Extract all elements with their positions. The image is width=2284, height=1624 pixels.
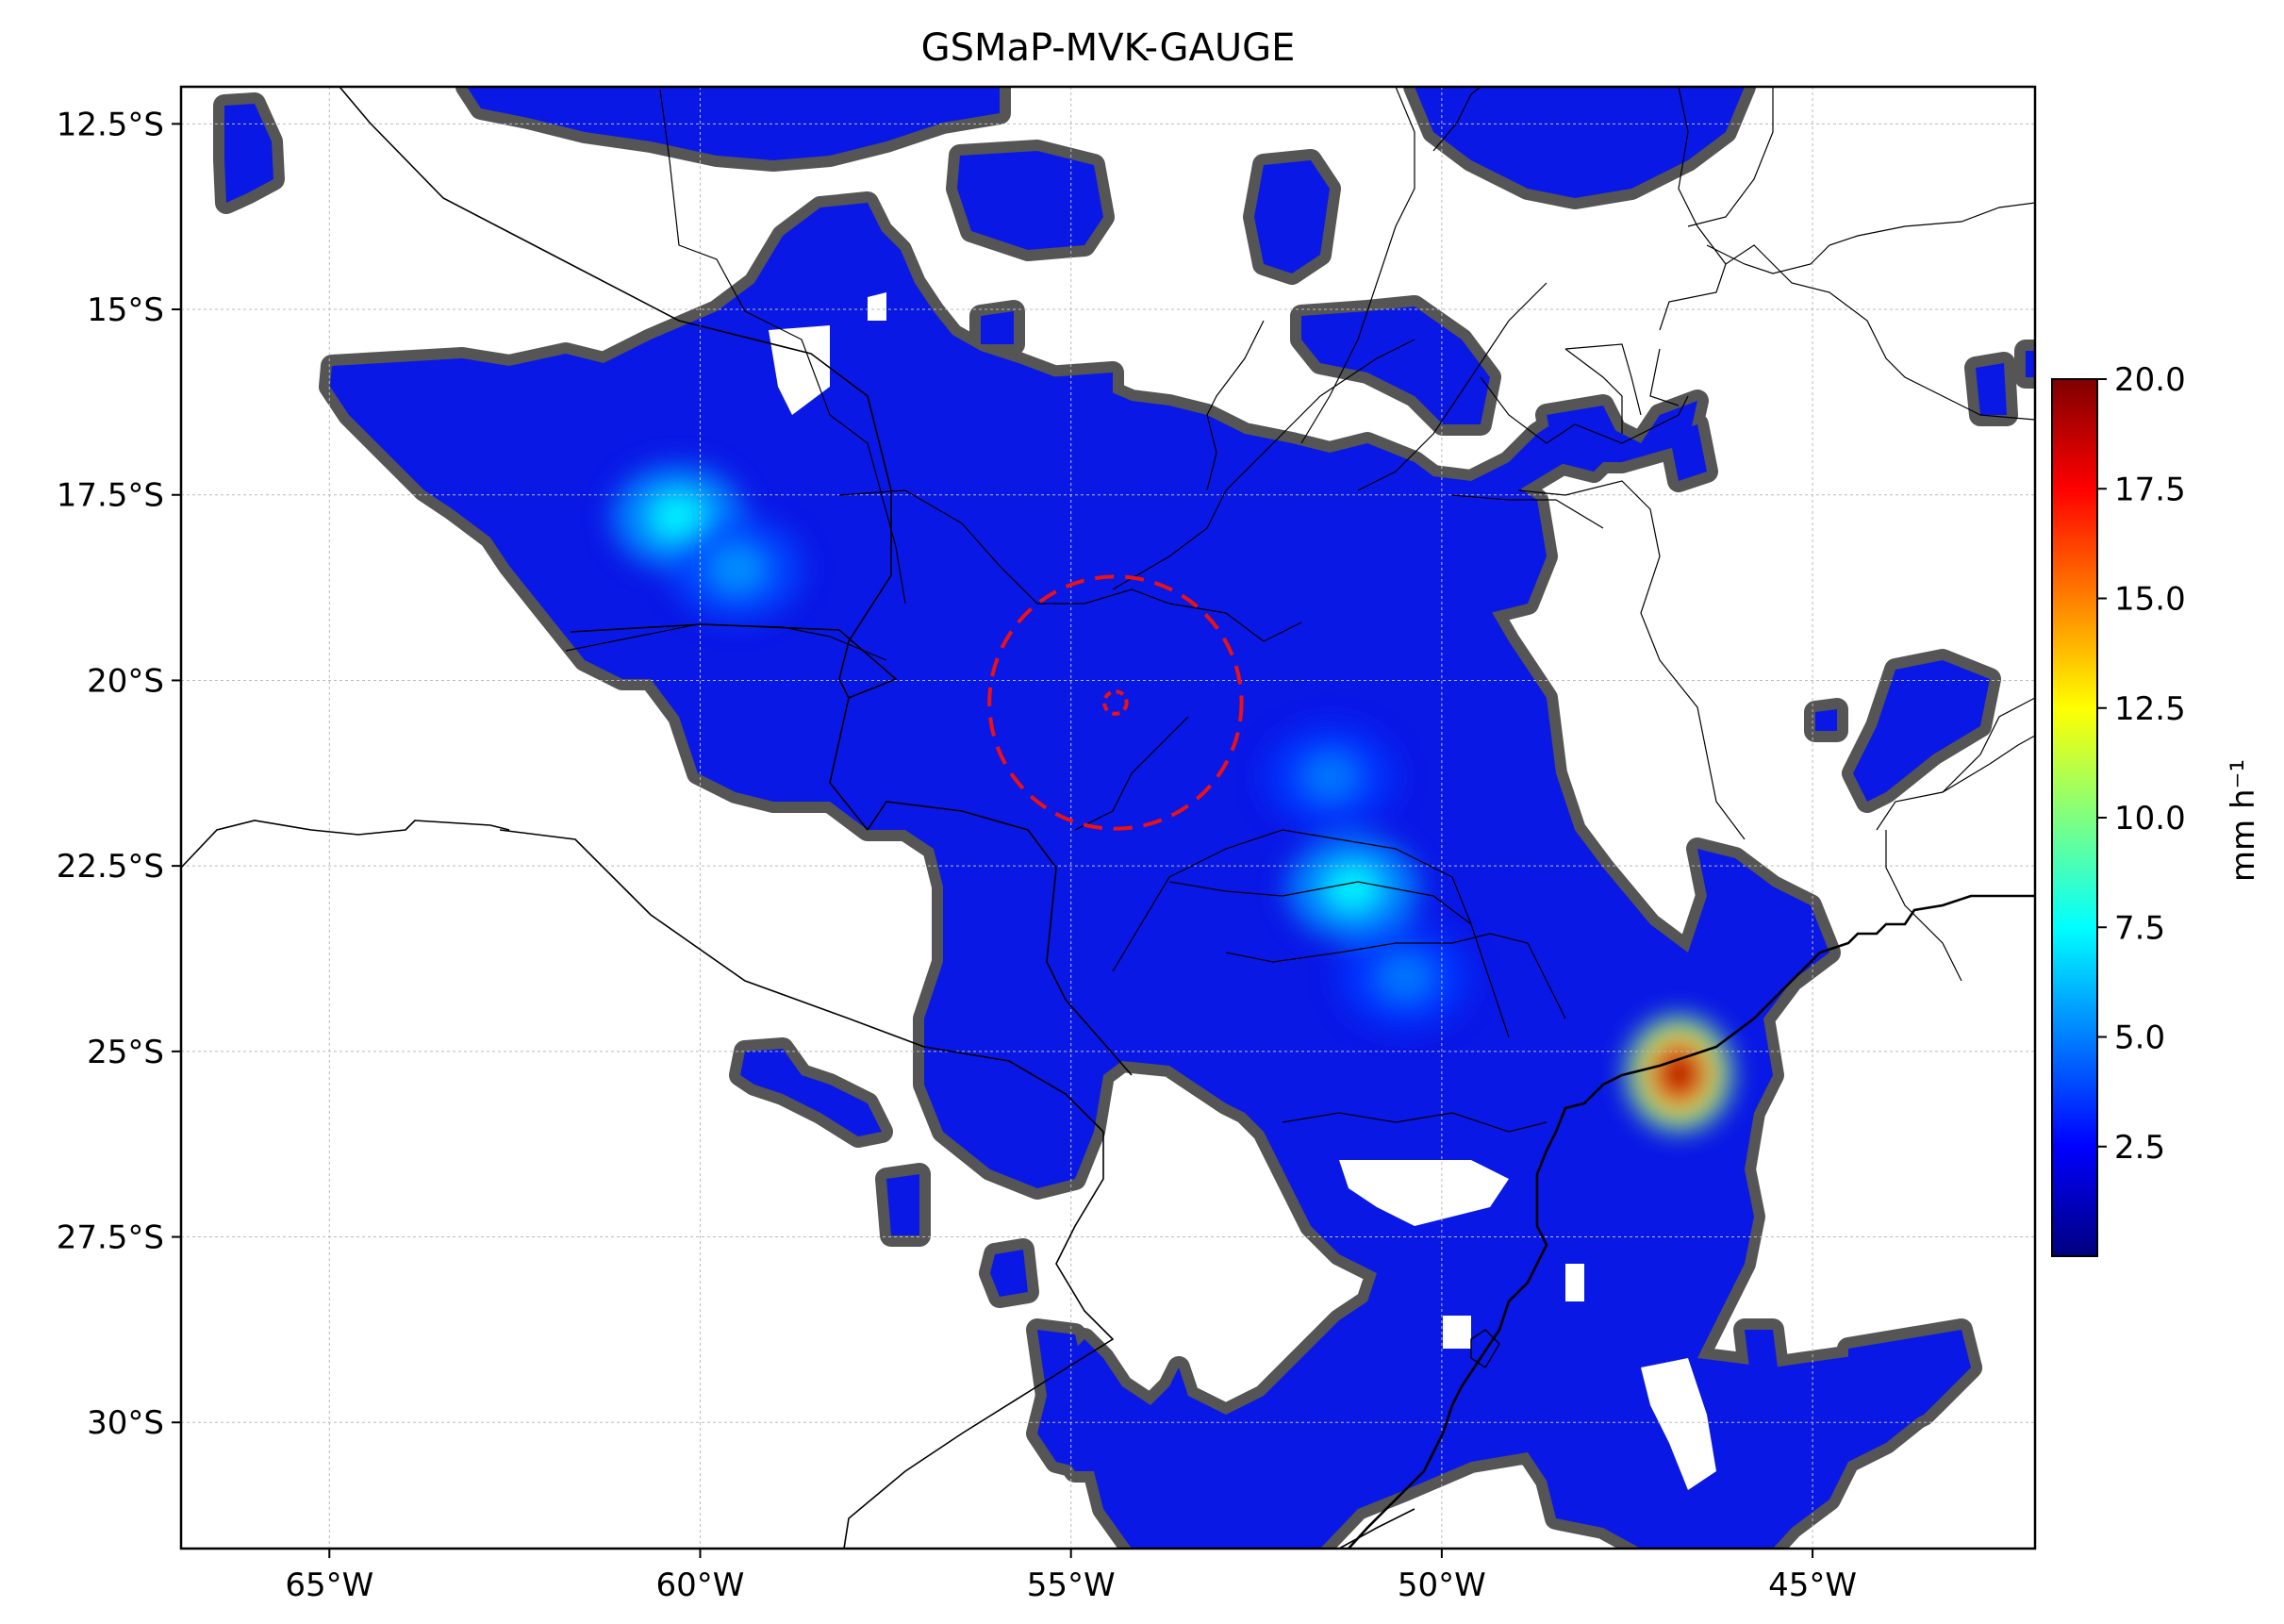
x-tick-label: 55°W bbox=[1027, 1566, 1116, 1604]
y-tick-label: 25°S bbox=[87, 1034, 164, 1071]
rain-hotspot-core-1 bbox=[708, 545, 766, 593]
x-tick-label: 50°W bbox=[1398, 1566, 1486, 1604]
gap-2 bbox=[1339, 1160, 1509, 1226]
border-argentina-brazil bbox=[843, 1132, 1115, 1549]
x-tick-label: 60°W bbox=[656, 1566, 745, 1604]
x-tick-label: 65°W bbox=[285, 1566, 373, 1604]
outer-radius-circle bbox=[987, 574, 1244, 831]
y-tick-label: 15°S bbox=[87, 291, 164, 329]
y-axis: 12.5°S 15°S 17.5°S 20°S 22.5°S 25°S 27.5°S 30°S bbox=[57, 106, 181, 1442]
target-circles bbox=[987, 574, 1244, 831]
gap-3 bbox=[1641, 1358, 1716, 1490]
border-argentina-bolivia bbox=[181, 820, 510, 869]
colorbar: 2.5 5.0 7.5 10.0 12.5 15.0 17.5 20.0 mm h⁻¹ bbox=[2051, 361, 2262, 1257]
y-tick-label: 22.5°S bbox=[57, 848, 164, 886]
y-tick-label: 27.5°S bbox=[57, 1219, 164, 1257]
y-tick-label: 20°S bbox=[87, 662, 164, 700]
rain-gaps bbox=[769, 292, 1716, 1490]
state-borders bbox=[565, 87, 2035, 1133]
colorbar-tick-label: 12.5 bbox=[2114, 690, 2186, 728]
rain-hotspot-core bbox=[1656, 1049, 1702, 1099]
rain-hotspot-core-3 bbox=[1376, 953, 1433, 1002]
y-tick-label: 17.5°S bbox=[57, 477, 164, 515]
lagoon-outline bbox=[1470, 1329, 1500, 1368]
colorbar-tick-label: 7.5 bbox=[2114, 909, 2165, 947]
colorbar-tick-label: 2.5 bbox=[2114, 1129, 2165, 1167]
inner-radius-circle bbox=[1102, 689, 1129, 716]
border-bolivia-brazil bbox=[339, 87, 892, 699]
y-tick-label: 30°S bbox=[87, 1404, 164, 1442]
rain-hotspot-core-4 bbox=[1301, 753, 1359, 801]
rain-hotspot-core-0 bbox=[649, 493, 706, 541]
x-tick-label: 45°W bbox=[1768, 1566, 1857, 1604]
colorbar-bar bbox=[2051, 378, 2098, 1257]
colorbar-tick-label: 17.5 bbox=[2114, 471, 2186, 508]
gap-1 bbox=[769, 325, 830, 415]
border-brazil-uruguay bbox=[1338, 1508, 1415, 1549]
rain-hotspot-core-2 bbox=[1324, 864, 1382, 912]
colorbar-label: mm h⁻¹ bbox=[2225, 759, 2262, 882]
colorbar-tick-label: 10.0 bbox=[2114, 800, 2186, 837]
colorbar-tick-label: 5.0 bbox=[2114, 1019, 2165, 1057]
colorbar-tick-label: 15.0 bbox=[2114, 581, 2186, 619]
rain-intensity-layer bbox=[611, 465, 1731, 1131]
map-title: GSMaP-MVK-GAUGE bbox=[921, 26, 1296, 70]
colorbar-tick-label: 20.0 bbox=[2114, 361, 2186, 399]
coastline bbox=[1348, 894, 2035, 1549]
colorbar-ticks: 2.5 5.0 7.5 10.0 12.5 15.0 17.5 20.0 bbox=[2097, 361, 2186, 1167]
plot-frame bbox=[179, 85, 2037, 1550]
gap-4 bbox=[1443, 1316, 1471, 1349]
border-paraguay-brazil bbox=[867, 801, 1133, 1076]
gap-6 bbox=[868, 292, 886, 321]
x-axis: 65°W 60°W 55°W 50°W 45°W bbox=[285, 1549, 1857, 1604]
gap-5 bbox=[1565, 1264, 1584, 1301]
y-tick-label: 12.5°S bbox=[57, 106, 164, 143]
gridlines bbox=[181, 87, 2035, 1549]
plot-area bbox=[181, 87, 2035, 1549]
border-paraguay-argentina bbox=[499, 829, 1104, 1133]
